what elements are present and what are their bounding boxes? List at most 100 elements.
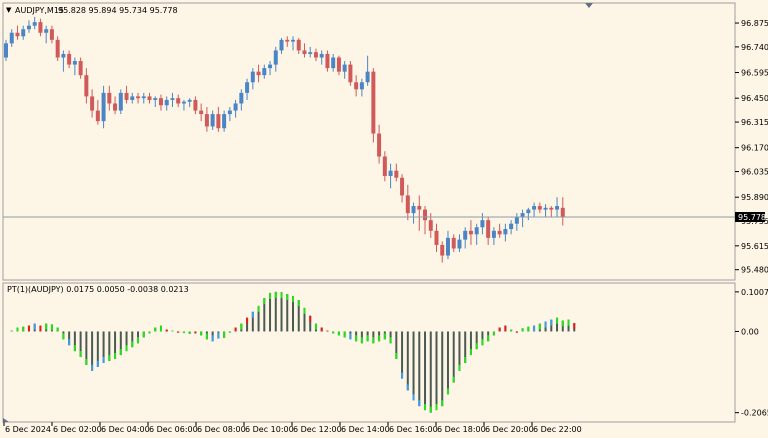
candle-body [331, 57, 336, 69]
candle-body [153, 98, 158, 100]
candle-body [451, 237, 456, 249]
candle-body [72, 61, 77, 65]
candle-body [348, 64, 353, 83]
candle-body [147, 96, 152, 100]
candle-body [480, 220, 485, 228]
candle-body [468, 230, 473, 235]
candle-body [250, 71, 255, 83]
shift-marker-icon[interactable] [585, 3, 593, 8]
price-tick-label: 96.595 [741, 69, 768, 78]
candle-body [457, 239, 462, 249]
candle-body [405, 195, 410, 214]
candle-body [227, 110, 232, 115]
time-tick-label: 6 Dec 02:00 [53, 425, 102, 434]
indicator-tick-label: 0.00 [741, 327, 759, 336]
candle-body [382, 156, 387, 176]
candle-body [118, 92, 123, 111]
candle-body [520, 213, 525, 217]
candle-body [38, 22, 43, 33]
candle-body [78, 61, 83, 76]
candle-body [428, 220, 433, 231]
candle-body [204, 114, 209, 127]
candle-body [336, 57, 341, 72]
candle-body [67, 53, 72, 65]
time-tick-label: 6 Dec 06:00 [149, 425, 198, 434]
time-tick-label: 6 Dec 2024 [5, 425, 51, 434]
candle-body [555, 206, 560, 210]
candle-body [302, 50, 307, 54]
price-tick-label: 96.170 [741, 144, 768, 153]
candle-body [359, 82, 364, 90]
time-tick-label: 6 Dec 20:00 [485, 425, 534, 434]
candle-body [193, 99, 198, 111]
time-tick-label: 6 Dec 12:00 [293, 425, 342, 434]
candle-body [101, 92, 106, 122]
time-tick-label: 6 Dec 22:00 [533, 425, 582, 434]
candle-body [245, 82, 250, 93]
current-price-label: 95.778 [738, 213, 766, 222]
indicator-axis: 0.1007 0.00 -0.2065 [735, 288, 768, 418]
candle-body [256, 71, 261, 76]
candle-body [55, 39, 60, 58]
candle-body [4, 43, 8, 58]
candle-body [411, 206, 416, 214]
indicator-tick-label: 0.1007 [741, 288, 768, 297]
candle-body [285, 39, 290, 42]
candle-body [463, 230, 468, 240]
current-price-box [735, 212, 765, 223]
candle-body [124, 92, 129, 100]
candle-body [532, 206, 537, 210]
time-tick-label: 6 Dec 14:00 [341, 425, 390, 434]
candle-body [308, 52, 313, 54]
candle-body [15, 32, 20, 37]
candle-body [90, 96, 95, 111]
indicator-panel-frame [2, 282, 736, 423]
candle-body [474, 227, 479, 235]
candle-body [210, 114, 215, 127]
candle-body [61, 53, 66, 58]
oscillator-series [10, 291, 576, 413]
price-tick-label: 96.875 [741, 19, 768, 28]
price-tick-label: 96.450 [741, 94, 768, 103]
candle-body [9, 32, 14, 44]
candle-body [486, 220, 491, 238]
price-axis: 96.875 96.740 96.595 96.450 96.315 96.170 96.0… [3, 19, 768, 275]
time-tick-label: 6 Dec 04:00 [101, 425, 150, 434]
candle-body [497, 230, 502, 235]
time-tick-label: 6 Dec 08:00 [197, 425, 246, 434]
candle-body [49, 29, 54, 40]
candle-body [354, 82, 359, 90]
candle-body [509, 223, 514, 230]
candle-body [440, 244, 445, 256]
candle-body [514, 216, 519, 224]
candle-body [537, 206, 542, 210]
collapse-triangle-icon[interactable]: ▼ [6, 6, 12, 14]
candle-body [503, 229, 508, 235]
candle-body [136, 96, 141, 99]
indicator-tick-label: -0.2065 [741, 409, 768, 418]
candle-body [113, 103, 118, 111]
candlestick-series [4, 16, 565, 263]
candle-body [170, 98, 175, 100]
candle-body [434, 230, 439, 245]
price-tick-label: 95.480 [741, 266, 768, 275]
candle-body [222, 114, 227, 129]
candle-body [130, 96, 135, 100]
candle-body [141, 96, 146, 99]
candle-body [371, 71, 376, 134]
candle-body [423, 209, 428, 221]
candle-body [417, 206, 422, 210]
candle-body [400, 177, 405, 196]
candle-body [313, 52, 318, 58]
candle-body [84, 75, 89, 97]
window-corner-icon [3, 418, 9, 422]
candle-body [32, 22, 37, 26]
candle-body [107, 92, 112, 104]
time-tick-label: 6 Dec 16:00 [389, 425, 438, 434]
candle-body [176, 98, 181, 104]
candle-body [216, 114, 221, 129]
candle-body [21, 29, 26, 37]
candle-body [365, 71, 370, 83]
time-tick-label: 6 Dec 18:00 [437, 425, 486, 434]
